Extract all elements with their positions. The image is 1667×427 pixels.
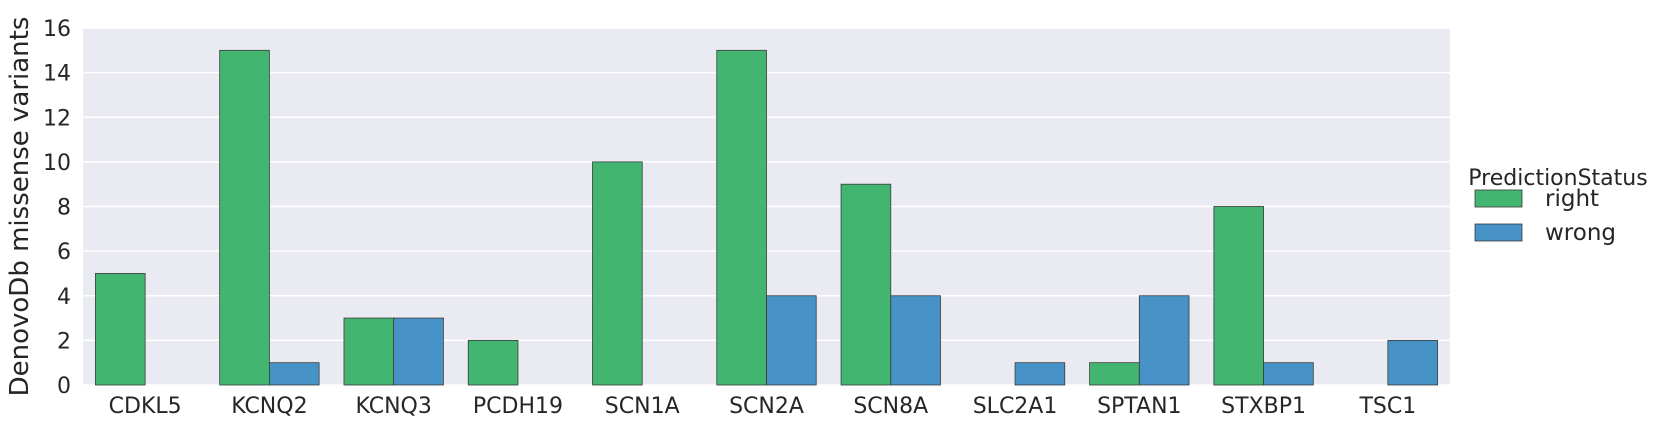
bar-wrong-scn2a [766,295,817,386]
x-tick-label: SCN1A [605,394,680,419]
bar-right-stxbp1 [1213,206,1264,386]
y-tick-label: 6 [57,240,71,265]
legend-label-wrong: wrong [1545,220,1616,246]
y-tick-label: 4 [57,285,71,310]
x-tick-label: STXBP1 [1221,394,1306,419]
x-tick-label: SCN2A [729,394,804,419]
legend: PredictionStatus right wrong [1468,166,1647,246]
y-tick-label: 10 [43,151,71,176]
x-tick-label: PCDH19 [473,394,563,419]
y-tick-label: 2 [57,329,71,354]
y-tick-label: 12 [43,106,71,131]
legend-swatch-right [1474,189,1523,208]
y-axis-label: DenovoDb missense variants [5,17,35,397]
bar-wrong-slc2a1 [1014,362,1066,386]
bars [95,49,1438,386]
x-tick-label: KCNQ2 [231,394,307,419]
y-tick-labels: 0 2 4 6 8 10 12 14 16 [43,17,71,399]
bar-wrong-sptan1 [1138,295,1190,386]
x-tick-label: CDKL5 [109,394,182,419]
legend-items: right wrong [1474,186,1616,246]
x-tick-labels: CDKL5 KCNQ2 KCNQ3 PCDH19 SCN1A SCN2A SCN8A SLC2… [109,394,1417,419]
legend-swatch-wrong [1474,223,1523,242]
bar-wrong-scn8a [890,295,941,386]
bar-right-kcnq2 [219,49,270,386]
bar-right-cdkl5 [95,273,146,386]
bar-right-sptan1 [1089,362,1140,386]
x-tick-label: SCN8A [853,394,928,419]
bar-right-pcdh19 [467,339,519,386]
bar-wrong-kcnq2 [269,362,320,386]
bar-wrong-kcnq3 [393,317,444,386]
bar-right-scn1a [592,161,643,386]
y-tick-label: 16 [43,17,71,42]
x-tick-label: TSC1 [1358,394,1416,419]
legend-label-right: right [1545,186,1599,212]
bar-right-kcnq3 [343,317,395,386]
x-tick-label: KCNQ3 [356,394,432,419]
bar-right-scn2a [716,49,767,386]
legend-title: PredictionStatus [1468,166,1647,191]
y-tick-label: 14 [43,62,71,87]
x-tick-label: SLC2A1 [973,394,1058,419]
bar-wrong-stxbp1 [1263,362,1314,386]
x-tick-label: SPTAN1 [1097,394,1181,419]
y-tick-label: 0 [57,374,71,399]
bar-right-scn8a [840,183,892,386]
y-tick-label: 8 [57,196,71,221]
bar-wrong-tsc1 [1387,339,1438,386]
